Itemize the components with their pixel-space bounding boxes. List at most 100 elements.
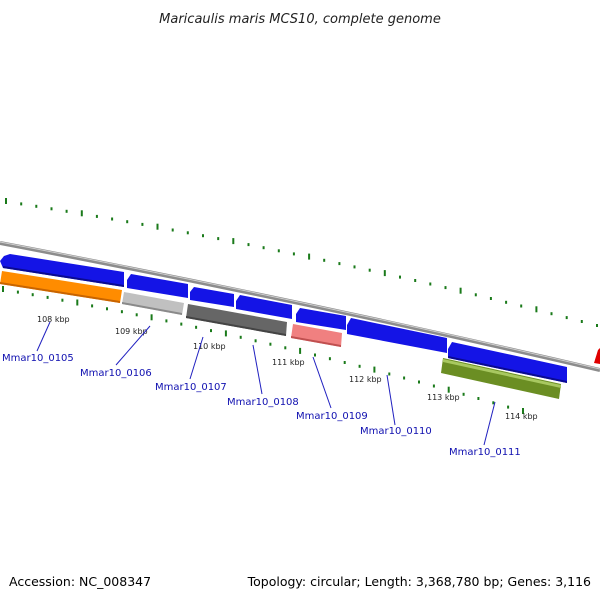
- darkgray-feature-shade: [186, 316, 286, 336]
- red-feature[interactable]: [594, 348, 600, 364]
- minor-tick: [462, 392, 465, 396]
- gene-label-line: [483, 401, 496, 446]
- minor-tick: [292, 252, 295, 256]
- minor-tick: [418, 380, 420, 384]
- minor-tick: [254, 339, 257, 343]
- minor-tick: [141, 222, 144, 226]
- olive-feature[interactable]: [441, 358, 561, 399]
- minor-tick: [95, 214, 98, 218]
- cds-arrow[interactable]: [448, 342, 567, 383]
- minor-tick: [135, 313, 138, 317]
- minor-tick: [16, 290, 19, 294]
- major-tick: [232, 238, 235, 245]
- minor-tick: [35, 204, 38, 208]
- minor-tick: [120, 310, 123, 314]
- gene-label[interactable]: Mmar10_0111: [449, 447, 521, 458]
- minor-tick: [580, 320, 583, 323]
- cds-arrow[interactable]: [0, 254, 124, 287]
- major-tick: [156, 223, 159, 230]
- accession-text: Accession: NC_008347: [9, 574, 151, 589]
- tick-label-110: 110 kbp: [193, 342, 226, 351]
- cds-arrow[interactable]: [190, 287, 234, 307]
- pink-feature[interactable]: [291, 324, 342, 347]
- minor-tick: [186, 231, 189, 235]
- minor-tick: [165, 319, 168, 323]
- lightgray-feature-shade: [122, 302, 182, 315]
- minor-tick: [106, 307, 108, 311]
- minor-tick: [492, 401, 495, 405]
- forward-strand-track: [0, 254, 600, 383]
- gene-label[interactable]: Mmar10_0107: [155, 382, 227, 393]
- minor-tick: [520, 304, 523, 308]
- ticks-group: 108 kbp 109 kbp 110 kbp 111 kbp 112 kbp …: [37, 315, 538, 421]
- tick-label-112: 112 kbp: [349, 375, 382, 384]
- minor-tick: [403, 376, 406, 380]
- major-tick: [522, 408, 524, 414]
- minor-tick: [31, 293, 34, 297]
- minor-tick: [239, 335, 242, 339]
- cds-arrow[interactable]: [127, 274, 188, 298]
- cds-shadow: [448, 356, 567, 383]
- minor-tick: [477, 397, 480, 400]
- minor-tick: [358, 364, 361, 368]
- gene-label[interactable]: Mmar10_0110: [360, 426, 432, 437]
- olive-feature-light: [443, 359, 561, 388]
- minor-tick: [50, 207, 53, 211]
- major-tick: [150, 314, 153, 321]
- major-tick: [383, 270, 386, 277]
- genome-summary-text: Topology: circular; Length: 3,368,780 bp…: [247, 574, 591, 589]
- minor-tick: [328, 357, 331, 361]
- major-tick: [2, 286, 4, 292]
- minor-tick: [180, 322, 183, 326]
- darkgray-feature[interactable]: [186, 304, 287, 336]
- minor-tick: [171, 228, 174, 232]
- genome-backbone: [0, 241, 600, 372]
- tick-label-114: 114 kbp: [505, 412, 538, 421]
- minor-tick: [210, 329, 212, 333]
- cds-arrow[interactable]: [347, 318, 447, 353]
- minor-tick: [338, 262, 341, 266]
- minor-tick: [505, 300, 508, 304]
- cds-shadow: [3, 266, 124, 287]
- gene-label-line: [312, 356, 332, 409]
- inner-tick-track: [2, 286, 524, 414]
- gene-label[interactable]: Mmar10_0105: [2, 353, 74, 364]
- minor-tick: [323, 258, 326, 262]
- gene-label-line: [189, 336, 204, 380]
- minor-tick: [217, 237, 220, 241]
- tick-label-108: 108 kbp: [37, 315, 70, 324]
- minor-tick: [269, 342, 272, 346]
- minor-tick: [353, 265, 356, 269]
- gene-labels: Mmar10_0105 Mmar10_0106 Mmar10_0107 Mmar…: [2, 321, 521, 458]
- minor-tick: [388, 372, 391, 376]
- minor-tick: [474, 293, 477, 297]
- outer-tick-track: [5, 198, 598, 327]
- gene-label[interactable]: Mmar10_0109: [296, 411, 368, 422]
- minor-tick: [429, 282, 432, 286]
- minor-tick: [65, 209, 68, 213]
- cds-arrow[interactable]: [296, 308, 346, 330]
- gene-label[interactable]: Mmar10_0106: [80, 368, 152, 379]
- pink-feature-shade: [291, 336, 341, 347]
- lightgray-feature[interactable]: [122, 292, 184, 315]
- minor-tick: [277, 249, 280, 253]
- reverse-strand-track: [0, 271, 561, 399]
- minor-tick: [262, 246, 265, 250]
- tick-label-111: 111 kbp: [272, 358, 305, 367]
- minor-tick: [399, 275, 401, 279]
- gene-label[interactable]: Mmar10_0108: [227, 397, 299, 408]
- tick-label-113: 113 kbp: [427, 393, 460, 402]
- major-tick: [224, 330, 227, 337]
- minor-tick: [432, 384, 435, 388]
- major-tick: [76, 299, 79, 306]
- minor-tick: [202, 234, 204, 238]
- minor-tick: [444, 286, 447, 290]
- minor-tick: [46, 295, 49, 299]
- cds-arrow[interactable]: [236, 295, 292, 319]
- minor-tick: [489, 297, 492, 300]
- tick-label-109: 109 kbp: [115, 327, 148, 336]
- orange-feature[interactable]: [0, 271, 122, 303]
- minor-tick: [284, 346, 287, 350]
- genome-backbone-highlight: [0, 241, 600, 370]
